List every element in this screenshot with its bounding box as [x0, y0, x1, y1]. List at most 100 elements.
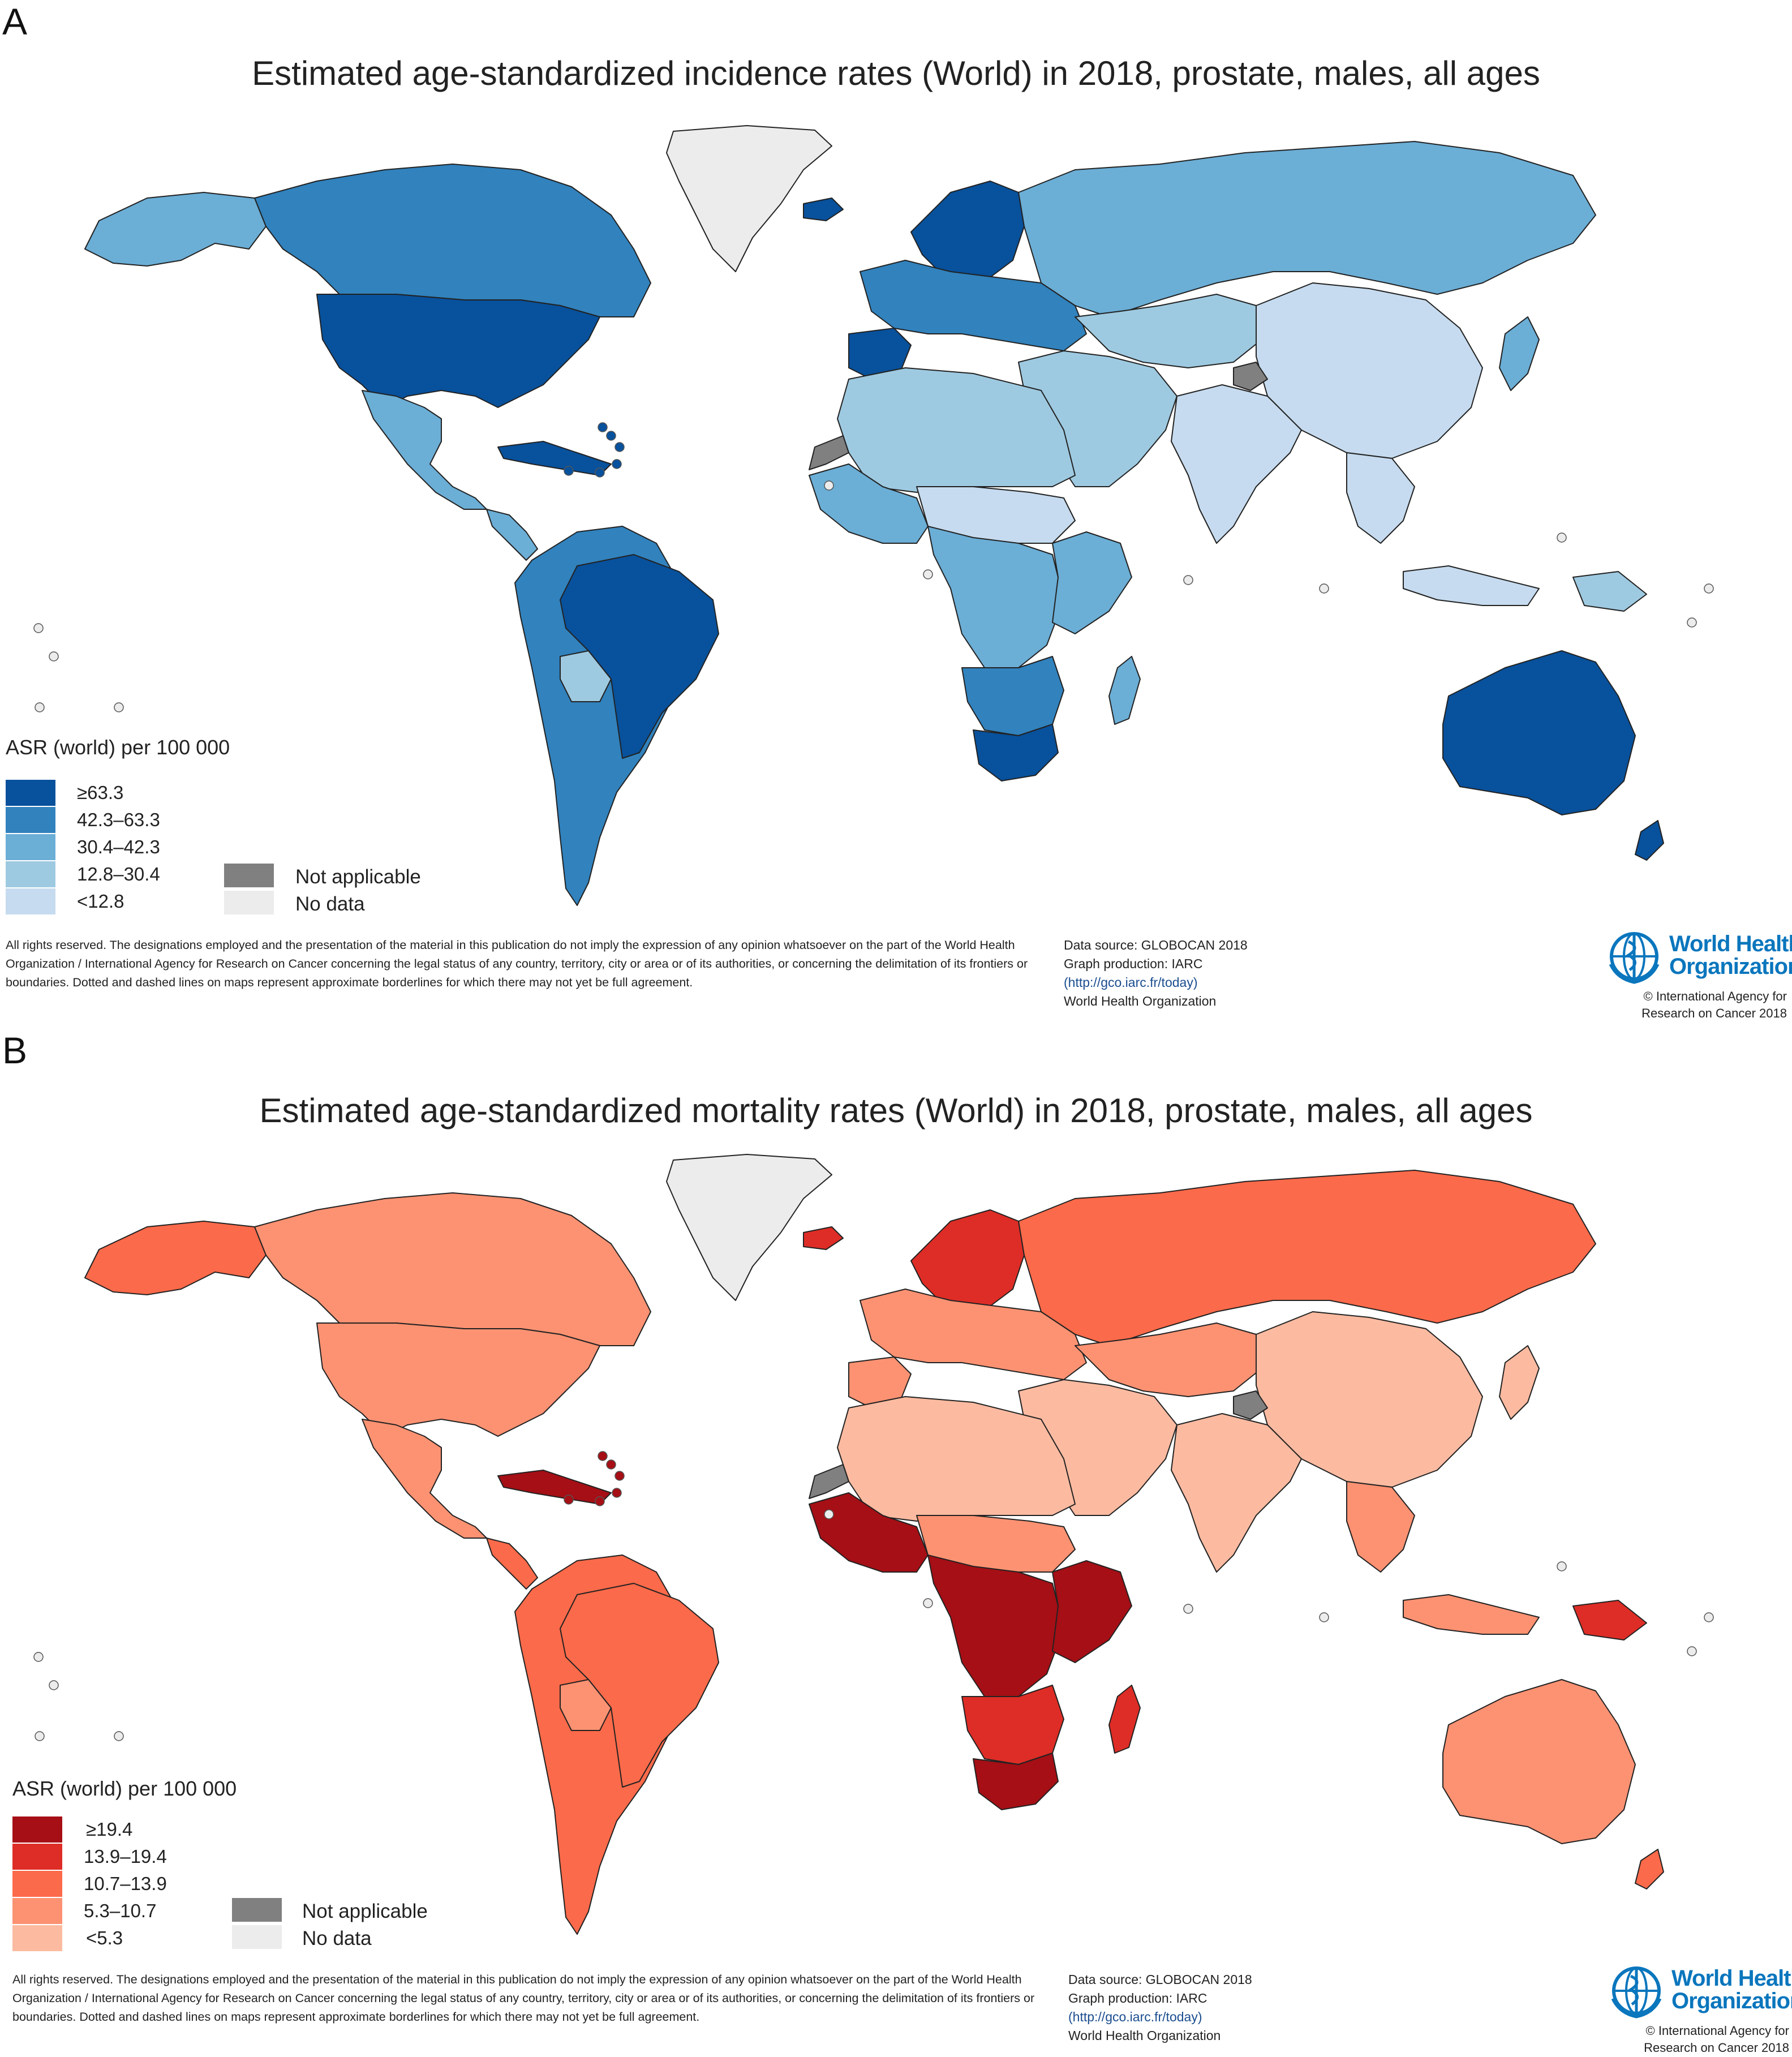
- who-name-line2: Organization: [1671, 1989, 1792, 2013]
- region-kashmir: [1233, 1390, 1268, 1420]
- region-north-america: [254, 1192, 651, 1346]
- region-png: [1572, 571, 1647, 612]
- small-island-marker: [614, 1471, 625, 1481]
- region-europe-north: [910, 181, 1025, 284]
- small-island-marker: [614, 442, 625, 452]
- who-logo: World Health Organization © Internationa…: [1608, 1965, 1792, 2056]
- small-island-marker: [598, 422, 608, 432]
- small-island-marker: [595, 467, 605, 478]
- region-kashmir: [1233, 362, 1268, 391]
- panel-a-incidence: A Estimated age-standardized incidence r…: [2, 1, 1792, 1022]
- org-name: World Health Organization: [1068, 2028, 1221, 2043]
- region-bolivia: [560, 650, 612, 702]
- graph-production: Graph production: IARC: [1068, 1991, 1207, 2006]
- small-island-marker: [49, 1680, 59, 1690]
- region-southern-africa: [961, 1685, 1064, 1765]
- small-island-marker: [49, 651, 59, 662]
- small-island-marker: [564, 1495, 574, 1505]
- small-island-marker: [923, 1598, 933, 1608]
- small-island-marker: [923, 569, 933, 579]
- region-central-america: [486, 509, 538, 561]
- legend-a-label: 42.3–63.3: [77, 809, 160, 830]
- region-central-america: [486, 1538, 538, 1590]
- not-applicable-swatch: [224, 864, 274, 887]
- small-island-marker: [1319, 1612, 1329, 1622]
- region-east-africa: [1052, 531, 1132, 634]
- region-greenland: [666, 1154, 832, 1301]
- small-island-marker: [1704, 583, 1714, 594]
- region-madagascar: [1108, 656, 1141, 725]
- small-island-marker: [598, 1451, 608, 1461]
- panel-b-letter: B: [2, 1029, 28, 1071]
- small-island-marker: [35, 702, 45, 712]
- legend-b-label: ≥19.4: [86, 1819, 133, 1840]
- region-south-asia: [1171, 384, 1302, 544]
- region-west-africa: [809, 463, 929, 544]
- source-link[interactable]: (http://gco.iarc.fr/today): [1068, 2009, 1202, 2024]
- small-island-marker: [824, 1509, 834, 1519]
- small-island-marker: [612, 459, 622, 469]
- legend-b-label: 10.7–13.9: [84, 1873, 167, 1894]
- region-north-africa: [837, 1396, 1076, 1522]
- small-island-marker: [1319, 583, 1329, 594]
- region-south-asia: [1171, 1413, 1302, 1573]
- region-western-sahara: [809, 435, 849, 470]
- who-copyright: © International Agency for Research on C…: [1644, 2022, 1789, 2056]
- legend-b-label: <5.3: [86, 1927, 123, 1948]
- region-mexico: [362, 390, 487, 510]
- copyright-line2: Research on Cancer 2018: [1644, 2041, 1789, 2055]
- small-island-marker: [1183, 1604, 1193, 1614]
- region-se-asia: [1346, 452, 1415, 544]
- legend-a-label: 30.4–42.3: [77, 836, 160, 857]
- legend-b-label: 5.3–10.7: [84, 1900, 157, 1921]
- region-west-africa: [809, 1492, 929, 1573]
- who-copyright: © International Agency for Research on C…: [1641, 988, 1787, 1022]
- small-island-marker: [1557, 532, 1567, 543]
- region-australia: [1442, 1679, 1636, 1844]
- region-alaska: [84, 192, 267, 267]
- panel-a-title: Estimated age-standardized incidence rat…: [252, 54, 1540, 92]
- small-island-marker: [1687, 617, 1697, 628]
- region-se-asia: [1346, 1481, 1415, 1573]
- region-europe-north: [910, 1209, 1025, 1312]
- small-island-marker: [595, 1496, 605, 1506]
- no-data-swatch: [232, 1925, 282, 1949]
- legend-a-label: 12.8–30.4: [77, 864, 160, 884]
- data-source: Data source: GLOBOCAN 2018: [1064, 938, 1248, 952]
- no-data-label: No data: [302, 1927, 372, 1949]
- not-applicable-label: Not applicable: [302, 1900, 428, 1922]
- panel-b-title: Estimated age-standardized mortality rat…: [259, 1092, 1533, 1130]
- region-central-africa: [927, 1554, 1064, 1697]
- panel-a-letter: A: [2, 1, 28, 42]
- who-name-line1: World Health: [1669, 931, 1792, 956]
- legend-b-swatch: [12, 1844, 62, 1870]
- region-nz: [1635, 820, 1664, 861]
- legend-b-swatch: [12, 1871, 62, 1897]
- copyright-line2: Research on Cancer 2018: [1641, 1006, 1787, 1020]
- legend-a-swatch: [6, 807, 55, 833]
- who-name: World Health Organization: [1671, 1967, 1792, 2012]
- panel-b-mortality: B Estimated age-standardized mortality r…: [0, 1029, 1792, 2057]
- incidence-world-map: [33, 125, 1714, 906]
- who-name-line2: Organization: [1669, 954, 1792, 979]
- region-russia: [1018, 141, 1596, 317]
- region-png: [1572, 1600, 1647, 1641]
- region-southern-africa: [961, 656, 1064, 736]
- small-island-marker: [33, 1652, 44, 1662]
- small-island-marker: [1704, 1612, 1714, 1622]
- small-island-marker: [114, 1731, 124, 1741]
- region-iceland: [803, 197, 844, 221]
- region-japan: [1499, 316, 1540, 391]
- region-usa: [316, 1322, 600, 1437]
- who-name-line1: World Health: [1671, 1966, 1792, 1991]
- region-japan: [1499, 1345, 1540, 1420]
- source-link[interactable]: (http://gco.iarc.fr/today): [1064, 975, 1198, 990]
- region-brazil: [560, 1583, 719, 1788]
- small-island-marker: [606, 431, 616, 441]
- small-island-marker: [824, 480, 834, 491]
- legend-a-swatch: [6, 780, 55, 806]
- region-north-america: [254, 164, 651, 317]
- region-madagascar: [1108, 1685, 1141, 1754]
- not-applicable-label: Not applicable: [295, 866, 421, 888]
- small-island-marker: [564, 466, 574, 476]
